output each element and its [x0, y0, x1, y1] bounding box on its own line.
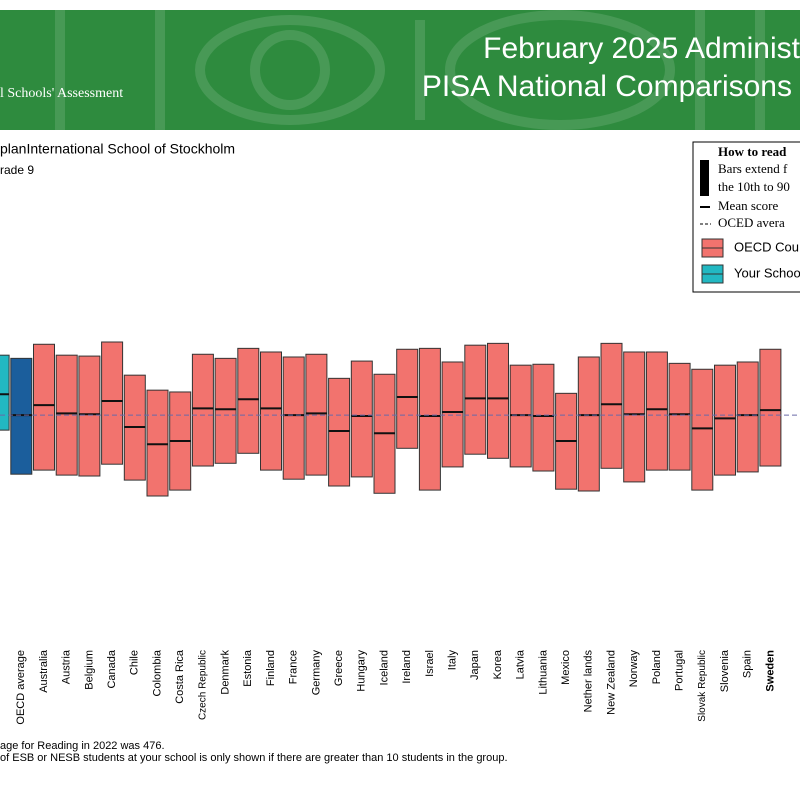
range-bar	[191, 353, 214, 467]
grade: rade 9	[0, 163, 34, 177]
range-bar	[464, 344, 487, 455]
category-label: Colombia	[151, 649, 163, 696]
category-label: Costa Rica	[174, 649, 186, 704]
category-label: New Zealand	[605, 650, 617, 715]
range-bar	[691, 368, 714, 491]
category-label: Japan	[469, 650, 481, 680]
legend-title: How to read	[718, 144, 787, 159]
category-label: Latvia	[515, 649, 527, 679]
category-label: Israel	[424, 650, 436, 677]
category-label: Germany	[310, 650, 322, 696]
range-bar	[33, 343, 55, 471]
legend-text: Mean score	[718, 198, 779, 213]
header-title: February 2025 Administ	[483, 32, 800, 65]
category-label: Sweden	[764, 650, 776, 692]
category-label: Denmark	[220, 650, 232, 695]
range-bar	[736, 361, 759, 473]
range-bar	[668, 362, 691, 471]
range-bar	[78, 355, 101, 477]
category-label: Greece	[333, 650, 345, 686]
category-label: Portugal	[674, 650, 686, 691]
banner-pattern	[55, 10, 765, 130]
category-label: Austria	[61, 649, 73, 684]
range-bar	[282, 356, 305, 480]
range-bar	[396, 348, 419, 449]
range-bar	[237, 347, 260, 454]
category-label: Italy	[447, 650, 459, 671]
range-bar	[0, 354, 10, 431]
range-bar	[350, 360, 373, 478]
category-label: Belgium	[83, 650, 95, 690]
range-bar	[532, 363, 555, 472]
category-label: Ireland	[401, 650, 413, 684]
category-label: Lithuania	[537, 649, 549, 695]
category-label: Czech Republic	[198, 650, 209, 720]
legend-text: OCED avera	[718, 215, 785, 230]
range-bar	[600, 342, 623, 469]
range-bar	[328, 377, 351, 487]
header-org: l Schools' Assessment	[0, 86, 123, 101]
category-label: France	[288, 650, 300, 684]
banner	[0, 10, 800, 130]
range-bar	[623, 351, 646, 483]
range-bar	[214, 357, 237, 464]
range-bar	[577, 356, 600, 492]
category-label: Chile	[129, 650, 141, 675]
category-label: Iceland	[378, 650, 390, 685]
footnote: of ESB or NESB students at your school i…	[0, 752, 508, 764]
legend-text: Bars extend f	[718, 161, 788, 176]
category-label: Slovenia	[719, 649, 731, 692]
category-label: Nether lands	[583, 650, 595, 713]
range-bar	[418, 347, 441, 491]
category-label: Finland	[265, 650, 277, 686]
category-label: Estonia	[242, 649, 254, 687]
category-label: Mexico	[560, 650, 572, 685]
category-label: Poland	[651, 650, 663, 684]
legend-text: Your Schoo	[734, 265, 800, 280]
category-label: Hungary	[356, 650, 368, 692]
category-label: Canada	[106, 649, 118, 688]
category-label: Norway	[628, 650, 640, 688]
footnote: age for Reading in 2022 was 476.	[0, 740, 165, 752]
range-bar	[260, 351, 282, 471]
range-bar	[101, 341, 124, 465]
category-label: Spain	[742, 650, 754, 678]
legend-bar-icon	[700, 160, 709, 196]
range-bar	[441, 361, 464, 468]
plot: OECD average Australia Austria Belgium Canad…	[0, 341, 800, 725]
legend: How to read Bars extend f the 10th to 90…	[692, 141, 800, 293]
range-bar	[487, 342, 509, 459]
range-bar	[714, 364, 736, 476]
category-label: Slovak Republic	[697, 650, 708, 722]
school-name: planInternational School of Stockholm	[0, 141, 235, 157]
range-bar	[146, 389, 169, 497]
legend-text: OECD Cou	[734, 239, 799, 254]
range-bar	[759, 348, 782, 467]
range-bar	[10, 357, 33, 475]
range-bar	[645, 351, 668, 471]
category-label: OECD average	[15, 650, 27, 725]
header-title: PISA National Comparisons	[422, 70, 792, 103]
legend-text: the 10th to 90	[718, 179, 790, 194]
category-label: Korea	[492, 649, 504, 679]
category-label: Australia	[38, 649, 50, 693]
